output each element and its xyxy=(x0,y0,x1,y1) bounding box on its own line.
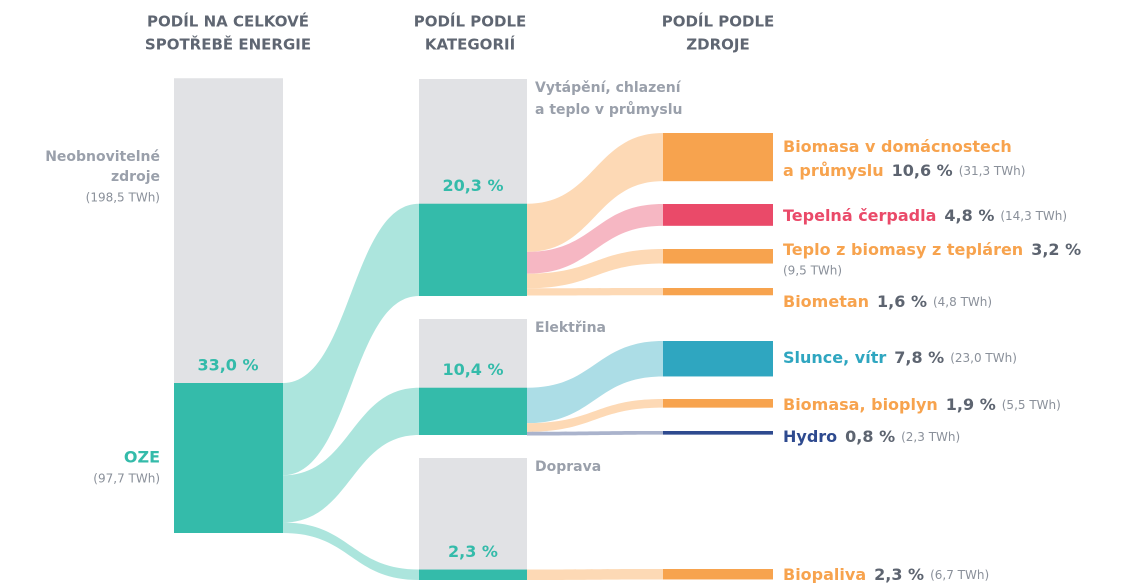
source-twh: (31,3 TWh) xyxy=(959,164,1026,178)
renewable-bar xyxy=(174,383,283,533)
source-name: Teplo z biomasy z tepláren xyxy=(783,240,1023,259)
renewable-twh: (97,7 TWh) xyxy=(93,472,160,486)
source-label: Biomasa, bioplyn 1,9 % (5,5 TWh) xyxy=(783,395,1061,414)
source-label: Slunce, vítr 7,8 % (23,0 TWh) xyxy=(783,348,1017,367)
source-label: Teplo z biomasy z tepláren 3,2 % xyxy=(783,240,1081,259)
category-box xyxy=(419,458,527,580)
source-bar xyxy=(663,431,773,435)
category-bar xyxy=(419,203,527,296)
source-value: 0,8 % xyxy=(845,427,895,446)
source-bar xyxy=(663,249,773,264)
category-value: 10,4 % xyxy=(442,360,503,379)
source-link xyxy=(527,133,663,252)
category-label: a teplo v průmyslu xyxy=(535,101,683,118)
source-value: 10,6 % xyxy=(892,161,953,180)
category-label: Vytápění, chlazení xyxy=(535,80,682,96)
column-header: KATEGORIÍ xyxy=(425,35,516,54)
source-link xyxy=(527,204,663,274)
source-value: 1,9 % xyxy=(946,395,996,414)
source-value: 4,8 % xyxy=(944,206,994,225)
source-bar xyxy=(663,341,773,377)
source-twh: (5,5 TWh) xyxy=(1002,398,1061,412)
source-label: Tepelná čerpadla 4,8 % (14,3 TWh) xyxy=(783,206,1067,225)
source-name: Biometan xyxy=(783,292,869,311)
category-bar xyxy=(419,387,527,435)
source-label: Biopaliva 2,3 % (6,7 TWh) xyxy=(783,565,989,583)
source-link xyxy=(527,341,663,424)
source-value: 3,2 % xyxy=(1031,240,1081,259)
source-link xyxy=(527,569,663,580)
source-link xyxy=(527,431,663,436)
column-header: ZDROJE xyxy=(686,36,749,54)
renewable-link xyxy=(283,203,419,476)
column-header: PODÍL NA CELKOVÉ xyxy=(147,12,309,31)
source-twh: (9,5 TWh) xyxy=(783,264,842,278)
source-bar xyxy=(663,133,773,182)
nonrenewable-label: zdroje xyxy=(111,169,160,185)
nonrenewable-bar xyxy=(174,78,283,383)
source-value: 2,3 % xyxy=(874,565,924,583)
source-name: Biopaliva xyxy=(783,565,866,583)
category-bar xyxy=(419,569,527,580)
source-value: 1,6 % xyxy=(877,292,927,311)
source-name: a průmyslu xyxy=(783,161,884,180)
source-name: Slunce, vítr xyxy=(783,348,886,367)
column-header: SPOTŘEBĚ ENERGIE xyxy=(145,35,311,54)
source-twh: (14,3 TWh) xyxy=(1000,209,1067,223)
source-label: Biomasa v domácnostech a průmyslu 10,6 % (3… xyxy=(783,137,1025,180)
source-twh: (2,3 TWh) xyxy=(901,430,960,444)
source-label: Biometan 1,6 % (4,8 TWh) xyxy=(783,292,992,311)
renewable-label: OZE xyxy=(124,448,160,467)
source-name: Hydro xyxy=(783,427,837,446)
column-header: PODÍL PODLE xyxy=(662,12,775,31)
category-label: Doprava xyxy=(535,459,601,475)
nonrenewable-twh: (198,5 TWh) xyxy=(86,191,160,205)
source-name: Biomasa v domácnostech xyxy=(783,137,1012,156)
source-bar xyxy=(663,204,773,226)
nonrenewable-label: Neobnovitelné xyxy=(45,149,160,165)
source-bar xyxy=(663,288,773,296)
source-twh: (23,0 TWh) xyxy=(950,351,1017,365)
source-link xyxy=(527,288,663,296)
source-bar xyxy=(663,569,773,580)
source-twh: (6,7 TWh) xyxy=(930,568,989,582)
renewable-link xyxy=(283,522,419,580)
source-twh: (4,8 TWh) xyxy=(933,295,992,309)
category-label: Elektřina xyxy=(535,320,606,336)
source-link xyxy=(527,399,663,432)
source-bar xyxy=(663,399,773,408)
renewable-link xyxy=(283,387,419,523)
source-label: Hydro 0,8 % (2,3 TWh) xyxy=(783,427,960,446)
category-value: 2,3 % xyxy=(448,542,498,561)
source-link xyxy=(527,249,663,289)
source-name: Biomasa, bioplyn xyxy=(783,395,938,414)
source-value: 7,8 % xyxy=(894,348,944,367)
column-header: PODÍL PODLE xyxy=(414,12,527,31)
source-name: Tepelná čerpadla xyxy=(783,206,936,225)
renewable-value: 33,0 % xyxy=(197,356,258,375)
category-value: 20,3 % xyxy=(442,176,503,195)
